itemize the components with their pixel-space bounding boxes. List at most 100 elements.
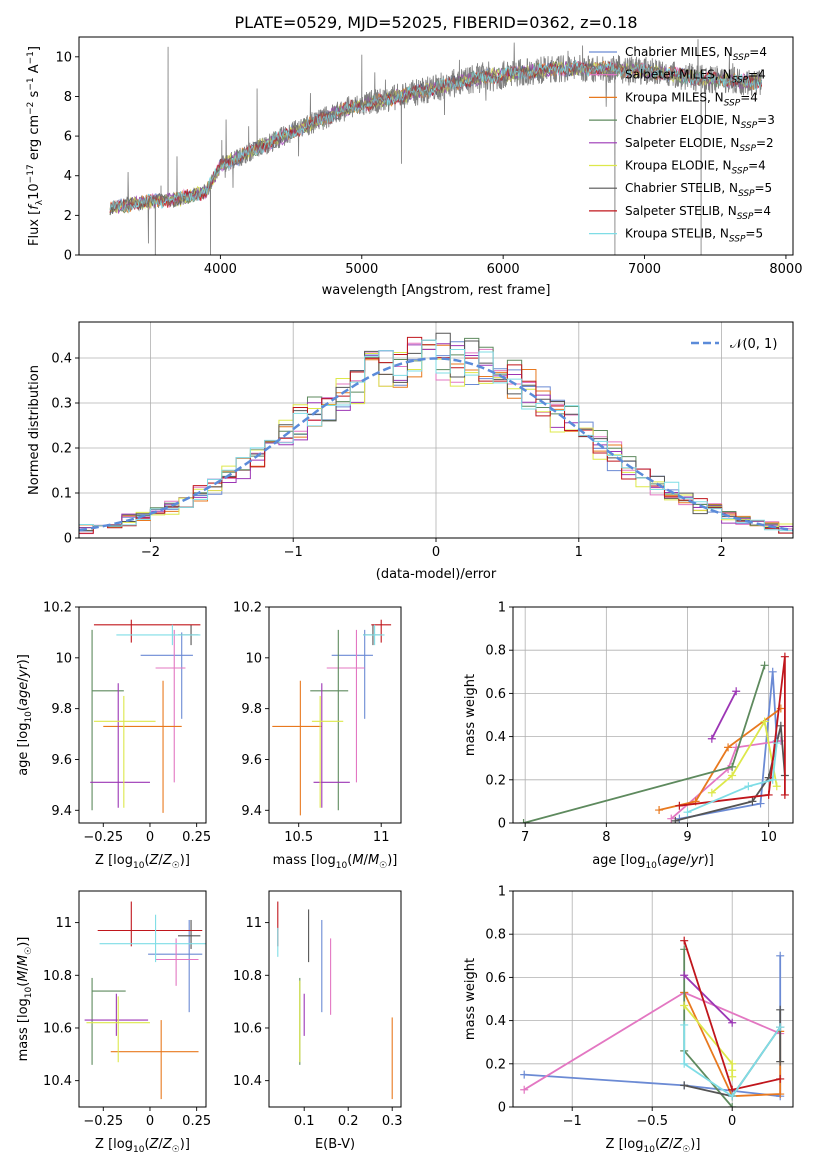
weight-marker — [680, 971, 689, 980]
y-tick-label: 0.4 — [485, 730, 506, 745]
errorbar-point — [313, 683, 350, 808]
frame-age-weight: 7 8 9 10 0 0.2 0.4 0.6 0.8 1 — [485, 601, 794, 845]
x-tick-label: 11 — [373, 830, 390, 845]
x-tick-label: 10.5 — [284, 830, 313, 845]
weight-marker — [680, 1020, 689, 1029]
y-tick-label: 0 — [64, 249, 72, 264]
x-axis-label: age [log10(age/yr)] — [592, 853, 714, 871]
errorbar-point — [310, 629, 349, 811]
x-tick-label: 6000 — [487, 262, 520, 277]
weight-marker — [683, 808, 692, 817]
frame-z-mass: −0.25 0 0.25 10.4 10.6 10.8 11 — [43, 890, 211, 1129]
y-tick-label: 10.4 — [43, 1074, 72, 1089]
axes-frame — [512, 606, 794, 824]
weight-line-4 — [683, 974, 733, 1024]
errorbar-point — [91, 629, 124, 811]
weight-marker — [732, 687, 741, 696]
plot-area-mass-age — [272, 619, 392, 816]
plot-area-spectrum — [109, 39, 763, 255]
y-axis-label: age [log10(age/yr)] — [16, 654, 34, 776]
weight-marker — [707, 734, 716, 743]
normal-curve — [79, 357, 793, 532]
errorbar-point — [155, 629, 186, 783]
y-tick-label: 10.8 — [43, 969, 72, 984]
y-tick-label: 4 — [64, 169, 72, 184]
weight-marker — [760, 661, 769, 670]
weight-marker — [728, 1018, 737, 1027]
x-tick-label: 8 — [602, 830, 610, 845]
y-tick-label: 0 — [498, 817, 506, 832]
y-tick-label: 0.2 — [51, 442, 72, 457]
weight-marker — [728, 1092, 737, 1101]
x-tick-label: −1 — [563, 1114, 582, 1129]
y-tick-label: 9.4 — [51, 804, 72, 819]
weight-marker — [764, 790, 773, 799]
errorbar-point — [110, 1020, 199, 1100]
y-tick-label: 0.4 — [485, 1014, 506, 1029]
weight-marker — [776, 1023, 785, 1032]
weight-line-5 — [711, 719, 778, 794]
axes-z-weight — [513, 890, 793, 1108]
weight-line-0 — [679, 671, 778, 820]
x-tick-label: 0.3 — [382, 1114, 403, 1129]
legend-entry: Chabrier ELODIE, NSSP=3 — [625, 113, 775, 131]
x-tick-label: 7 — [521, 830, 529, 845]
chart-title: PLATE=0529, MJD=52025, FIBERID=0362, z=0… — [234, 13, 637, 32]
y-tick-label: 2 — [64, 209, 72, 224]
axes-frame — [268, 890, 402, 1108]
frame-ebv-mass: 0.1 0.2 0.3 10.4 10.6 10.8 11 — [233, 890, 403, 1129]
legend-entry: Salpeter STELIB, NSSP=4 — [625, 204, 771, 222]
legend: 𝒩(0, 1) — [691, 337, 777, 352]
weight-marker — [748, 797, 757, 806]
y-tick-label: 10.2 — [43, 601, 72, 616]
y-tick-label: 0.2 — [485, 1057, 506, 1072]
plot-area-z-mass — [84, 901, 206, 1100]
weight-marker — [768, 667, 777, 676]
frame-mass-age: 10.5 11 9.4 9.6 9.8 10 10.2 — [233, 601, 402, 845]
y-tick-label: 0.6 — [485, 971, 506, 986]
x-axis-label: Z [log10(Z/Z☉)] — [95, 853, 190, 871]
x-tick-label: 10 — [760, 830, 777, 845]
frame-residuals: −2 −1 0 1 2 0 0.1 0.2 0.3 0.4 — [51, 321, 794, 560]
y-tick-label: 11 — [55, 916, 72, 931]
x-tick-label: 0 — [432, 545, 440, 560]
weight-marker — [724, 743, 733, 752]
weight-marker — [520, 1085, 529, 1094]
legend-entry: Kroupa STELIB, NSSP=5 — [625, 227, 763, 245]
x-axis-label: mass [log10(M/M☉)] — [273, 853, 398, 871]
y-tick-label: 10.6 — [43, 1021, 72, 1036]
errorbar-point — [363, 624, 385, 646]
legend-entry: Chabrier MILES, NSSP=4 — [625, 45, 767, 63]
axes-frame — [78, 606, 207, 824]
y-tick-label: 1 — [498, 601, 506, 616]
weight-line-3 — [683, 949, 733, 1107]
y-tick-label: 10 — [245, 651, 262, 666]
y-tick-label: 0.3 — [51, 397, 72, 412]
x-tick-label: −0.25 — [83, 830, 123, 845]
x-tick-label: 0.1 — [294, 1114, 315, 1129]
y-tick-label: 10.4 — [233, 1074, 262, 1089]
x-tick-label: 5000 — [345, 262, 378, 277]
x-axis-label: wavelength [Angstrom, rest frame] — [322, 283, 551, 298]
weight-marker — [680, 1001, 689, 1010]
x-tick-label: 0.2 — [338, 1114, 359, 1129]
legend-entry: Salpeter MILES, NSSP=4 — [625, 68, 766, 86]
y-tick-label: 10.2 — [233, 601, 262, 616]
errorbar-point — [103, 680, 182, 813]
weight-marker — [728, 762, 737, 771]
y-tick-label: 10 — [55, 50, 72, 65]
weight-marker — [776, 1057, 785, 1066]
weight-marker — [772, 782, 781, 791]
y-tick-label: 11 — [245, 916, 262, 931]
x-tick-label: −0.25 — [83, 1114, 123, 1129]
axes-frame — [512, 890, 794, 1108]
weight-marker — [680, 936, 689, 945]
plot-area-residuals — [79, 332, 793, 536]
weight-marker — [756, 799, 765, 808]
weight-marker — [772, 739, 781, 748]
errorbar-point — [97, 901, 203, 947]
errorbar-point — [326, 629, 365, 783]
errorbar-point — [99, 914, 206, 963]
y-tick-label: 9.4 — [241, 804, 262, 819]
